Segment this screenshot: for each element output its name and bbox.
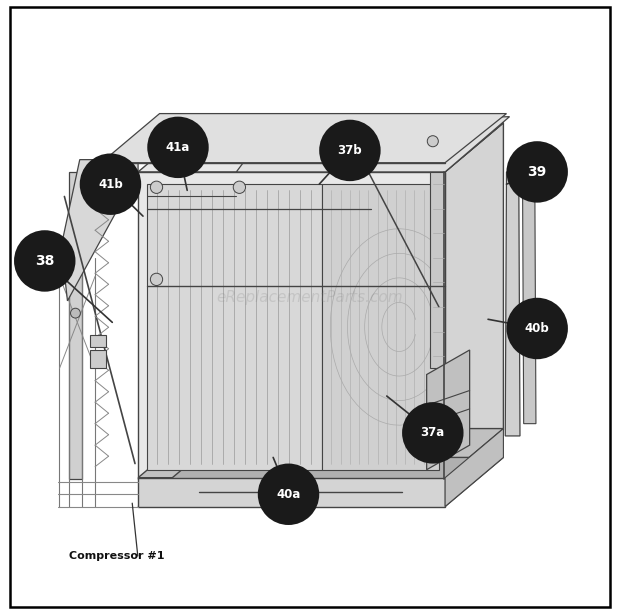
Polygon shape: [236, 117, 510, 172]
Polygon shape: [427, 350, 469, 470]
Polygon shape: [167, 123, 503, 147]
Polygon shape: [138, 457, 503, 507]
Circle shape: [149, 118, 208, 177]
Circle shape: [151, 273, 162, 286]
Text: 39: 39: [528, 165, 547, 179]
Text: 41b: 41b: [98, 177, 123, 191]
Polygon shape: [523, 160, 536, 424]
Circle shape: [508, 299, 567, 358]
Text: 37a: 37a: [421, 426, 445, 440]
Circle shape: [285, 486, 298, 499]
Polygon shape: [90, 350, 106, 368]
Polygon shape: [101, 114, 507, 163]
Text: 38: 38: [35, 254, 55, 268]
Polygon shape: [138, 429, 503, 478]
Circle shape: [81, 155, 140, 214]
Circle shape: [16, 231, 74, 290]
Text: eReplacementParts.com: eReplacementParts.com: [216, 290, 404, 305]
Text: 40a: 40a: [277, 488, 301, 501]
Circle shape: [151, 181, 162, 193]
Polygon shape: [322, 184, 439, 470]
Circle shape: [427, 136, 438, 147]
Circle shape: [233, 181, 246, 193]
Polygon shape: [148, 184, 322, 470]
Circle shape: [71, 308, 81, 318]
Polygon shape: [69, 172, 82, 479]
Polygon shape: [61, 160, 138, 301]
Polygon shape: [505, 172, 520, 436]
Circle shape: [404, 403, 463, 462]
Circle shape: [259, 465, 318, 524]
Polygon shape: [90, 335, 106, 347]
Polygon shape: [430, 172, 445, 368]
Circle shape: [353, 142, 365, 153]
Polygon shape: [445, 429, 503, 507]
Polygon shape: [138, 123, 503, 172]
Circle shape: [321, 121, 379, 180]
Circle shape: [508, 142, 567, 201]
Polygon shape: [156, 123, 503, 157]
Text: Compressor #1: Compressor #1: [69, 551, 164, 561]
Text: 40b: 40b: [525, 322, 549, 335]
Polygon shape: [138, 478, 445, 507]
Polygon shape: [138, 172, 445, 479]
Polygon shape: [138, 430, 503, 479]
Polygon shape: [445, 123, 503, 479]
Text: 41a: 41a: [166, 141, 190, 154]
Text: 37b: 37b: [338, 144, 362, 157]
